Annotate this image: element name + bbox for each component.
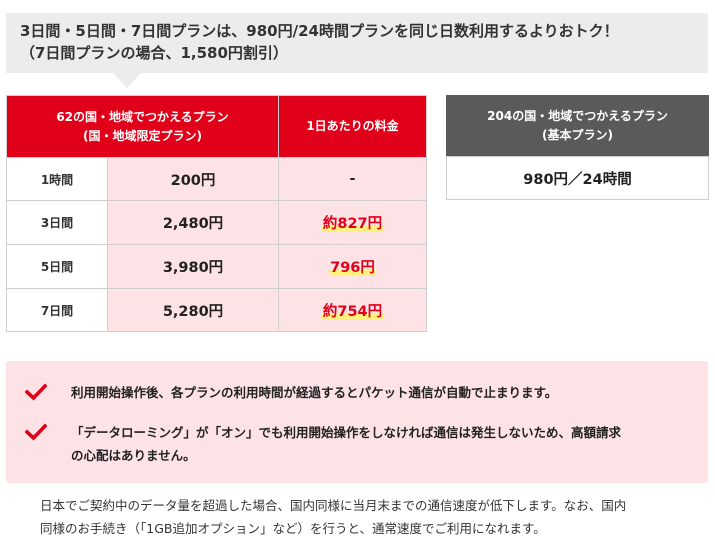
note-text: 利用開始操作後、各プランの利用時間が経過するとパケット通信が自動で止まります。 [71, 381, 691, 404]
footnote-line-1: 日本でご契約中のデータ量を超過した場合、国内同様に当月末までの通信速度が低下しま… [40, 498, 627, 513]
plan-price: 2,480円 [107, 200, 279, 245]
savings-banner: 3日間・5日間・7日間プランは、980円/24時間プランを同じ日数利用するよりお… [6, 13, 708, 73]
daily-rate: 約754円 [278, 288, 427, 332]
daily-rate-value: - [349, 171, 356, 187]
note-line: 利用開始操作後、各プランの利用時間が経過するとパケット通信が自動で止まります。 [71, 385, 558, 400]
footnote-line-2: 同様のお手続き（「1GB追加オプション」など）を行うと、通常速度でご利用になれま… [40, 521, 546, 536]
basic-plan-subtitle: (基本プラン) [542, 127, 613, 142]
limited-plan-header: 62の国・地域でつかえるプラン (国・地域限定プラン) [6, 95, 279, 158]
plan-price: 200円 [107, 157, 279, 201]
duration-label: 1時間 [6, 157, 108, 201]
table-row: 3日間 2,480円 約827円 [6, 200, 427, 245]
checkmark-icon [25, 383, 47, 401]
daily-rate-header: 1日あたりの料金 [278, 95, 427, 158]
duration-label: 7日間 [6, 288, 108, 332]
table-row: 7日間 5,280円 約754円 [6, 288, 427, 332]
note-text: 「データローミング」が「オン」でも利用開始操作をしなければ通信は発生しないため、… [71, 421, 691, 467]
table-row: 5日間 3,980円 796円 [6, 244, 427, 289]
notes-box: 利用開始操作後、各プランの利用時間が経過するとパケット通信が自動で止まります。 … [6, 361, 708, 483]
limited-plan-header-row: 62の国・地域でつかえるプラン (国・地域限定プラン) 1日あたりの料金 [6, 95, 427, 158]
basic-plan-header: 204の国・地域でつかえるプラン (基本プラン) [446, 95, 709, 156]
duration-label: 3日間 [6, 200, 108, 245]
daily-rate-value: 約754円 [321, 303, 384, 320]
daily-rate: - [278, 157, 427, 201]
note-line: の心配はありません。 [71, 448, 196, 463]
limited-plan-title: 62の国・地域でつかえるプラン [56, 109, 229, 124]
limited-plan-table: 62の国・地域でつかえるプラン (国・地域限定プラン) 1日あたりの料金 1時間… [6, 95, 427, 332]
note-line: 「データローミング」が「オン」でも利用開始操作をしなければ通信は発生しないため、… [71, 425, 622, 440]
checkmark-icon [25, 423, 47, 441]
basic-plan-price: 980円／24時間 [446, 156, 709, 200]
plan-price: 5,280円 [107, 288, 279, 332]
banner-pointer [113, 73, 141, 88]
table-row: 1時間 200円 - [6, 157, 427, 201]
daily-rate: 約827円 [278, 200, 427, 245]
daily-rate-value: 796円 [329, 260, 376, 276]
banner-line-1: 3日間・5日間・7日間プランは、980円/24時間プランを同じ日数利用するよりお… [20, 22, 619, 40]
duration-label: 5日間 [6, 244, 108, 289]
basic-plan-title: 204の国・地域でつかえるプラン [487, 108, 668, 123]
banner-line-2: （7日間プランの場合、1,580円割引） [20, 44, 288, 62]
daily-rate: 796円 [278, 244, 427, 289]
footnote: 日本でご契約中のデータ量を超過した場合、国内同様に当月末までの通信速度が低下しま… [40, 494, 690, 540]
limited-plan-subtitle: (国・地域限定プラン) [83, 128, 202, 143]
plan-price: 3,980円 [107, 244, 279, 289]
daily-rate-value: 約827円 [321, 216, 384, 232]
